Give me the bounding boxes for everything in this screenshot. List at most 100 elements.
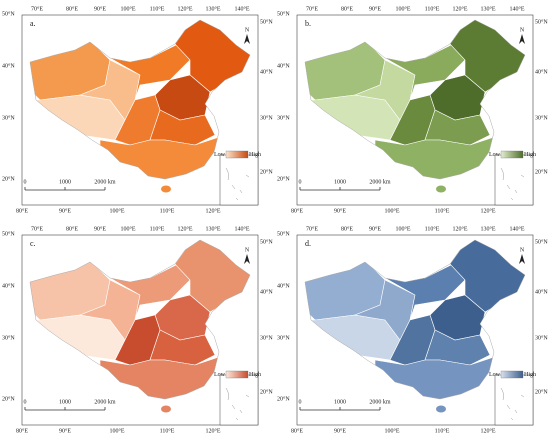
north-arrow xyxy=(519,34,525,44)
panel-label: d. xyxy=(305,239,311,248)
scale-label: 1000 xyxy=(334,179,346,185)
lat-label: 50°N xyxy=(260,238,273,245)
inset-islands xyxy=(225,167,250,201)
lon-label: 90°E xyxy=(59,427,71,434)
province xyxy=(99,134,226,179)
lon-label: 140°E xyxy=(509,5,524,12)
lon-label: 130°E xyxy=(205,5,220,12)
lon-label: 120°E xyxy=(177,5,192,12)
lon-label: 110°E xyxy=(160,427,175,434)
panel-label: a. xyxy=(30,19,36,28)
lon-label: 100°E xyxy=(384,207,399,214)
lon-label: 140°E xyxy=(234,5,249,12)
lon-label: 110°E xyxy=(150,5,165,12)
lon-label: 100°E xyxy=(384,427,399,434)
lon-label: 90°E xyxy=(59,207,71,214)
legend-low: Low xyxy=(489,152,501,158)
lon-label: 140°E xyxy=(509,225,524,232)
north-arrow xyxy=(519,254,525,264)
scale-label: 0 xyxy=(299,179,302,185)
lon-label: 80°E xyxy=(16,427,28,434)
scale-label: 1000 xyxy=(334,399,346,405)
lat-label: 50°N xyxy=(2,10,15,17)
lat-label: 50°N xyxy=(2,230,15,237)
lon-label: 90°E xyxy=(334,427,346,434)
lon-label: 130°E xyxy=(480,225,495,232)
country-outline xyxy=(304,19,526,180)
lat-label: 30°N xyxy=(535,114,548,121)
inset-islands xyxy=(500,387,525,421)
country-outline xyxy=(29,239,251,400)
lat-label: 20°N xyxy=(535,168,548,175)
lon-label: 80°E xyxy=(16,207,28,214)
lat-label: 40°N xyxy=(2,62,15,69)
lon-label: 90°E xyxy=(369,5,381,12)
lon-label: 90°E xyxy=(94,225,106,232)
scale-label: 0 xyxy=(299,399,302,405)
lon-label: 120°E xyxy=(177,225,192,232)
scale-label: 2000 km xyxy=(369,179,391,185)
north-arrow xyxy=(244,34,250,44)
lat-label: 40°N xyxy=(535,68,548,75)
lon-label: 120°E xyxy=(480,427,495,434)
lon-label: 70°E xyxy=(306,225,318,232)
lat-label: 20°N xyxy=(277,395,290,402)
lat-label: 30°N xyxy=(2,334,15,341)
scale-label: 2000 km xyxy=(369,399,391,405)
map-panel: d. 70°E 80°E 90°E 100°E 110°E 120°E 130°E 140°E 8… xyxy=(277,225,548,434)
legend-bar xyxy=(500,150,524,159)
lon-label: 110°E xyxy=(435,427,450,434)
province xyxy=(30,314,126,361)
lat-label: 40°N xyxy=(277,282,290,289)
legend-low: Low xyxy=(489,372,501,378)
inset-islands xyxy=(225,387,250,421)
north-arrow xyxy=(244,254,250,264)
lon-label: 130°E xyxy=(480,5,495,12)
lat-label: 20°N xyxy=(277,175,290,182)
lon-label: 130°E xyxy=(205,225,220,232)
lon-label: 110°E xyxy=(425,5,440,12)
lat-label: 20°N xyxy=(260,388,273,395)
lat-label: 50°N xyxy=(260,18,273,25)
inset-islands xyxy=(500,167,525,201)
inset-box xyxy=(494,154,534,206)
legend-high: High xyxy=(249,152,261,158)
north-label: N xyxy=(245,27,250,33)
lon-label: 120°E xyxy=(205,427,220,434)
legend-high: High xyxy=(249,372,261,378)
lat-label: 30°N xyxy=(535,334,548,341)
north-label: N xyxy=(520,27,525,33)
map-frame xyxy=(296,234,534,426)
lon-label: 100°E xyxy=(395,225,410,232)
scale-label: 1000 xyxy=(59,179,71,185)
inset-box xyxy=(219,154,259,206)
hainan xyxy=(161,405,171,413)
legend-bar xyxy=(225,370,249,379)
lon-label: 70°E xyxy=(31,225,43,232)
lon-label: 100°E xyxy=(109,207,124,214)
province xyxy=(30,94,126,141)
province xyxy=(99,354,226,399)
lat-label: 50°N xyxy=(535,238,548,245)
lat-label: 40°N xyxy=(260,68,273,75)
legend-high: High xyxy=(524,152,536,158)
scale-label: 0 xyxy=(24,399,27,405)
lat-label: 20°N xyxy=(260,168,273,175)
map-panel: c. 70°E 80°E 90°E 100°E 110°E 120°E 130°E 140°E 8… xyxy=(2,225,273,434)
lon-label: 100°E xyxy=(109,427,124,434)
lat-label: 20°N xyxy=(2,395,15,402)
province xyxy=(374,134,501,179)
lat-label: 40°N xyxy=(2,282,15,289)
lon-label: 120°E xyxy=(452,5,467,12)
lat-label: 40°N xyxy=(277,62,290,69)
hainan xyxy=(436,185,446,193)
inset-box xyxy=(494,374,534,426)
lat-label: 30°N xyxy=(277,114,290,121)
lon-label: 120°E xyxy=(452,225,467,232)
lon-label: 110°E xyxy=(150,225,165,232)
lat-label: 20°N xyxy=(535,388,548,395)
lat-label: 40°N xyxy=(260,288,273,295)
lat-label: 50°N xyxy=(277,10,290,17)
legend-bar xyxy=(225,150,249,159)
lon-label: 70°E xyxy=(306,5,318,12)
